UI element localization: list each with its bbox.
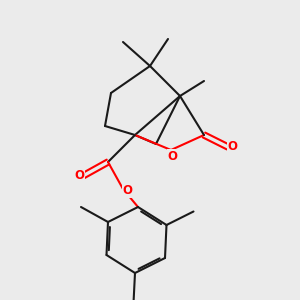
Text: O: O (227, 140, 238, 154)
Text: O: O (122, 184, 133, 197)
Text: O: O (74, 169, 85, 182)
Text: O: O (167, 149, 178, 163)
